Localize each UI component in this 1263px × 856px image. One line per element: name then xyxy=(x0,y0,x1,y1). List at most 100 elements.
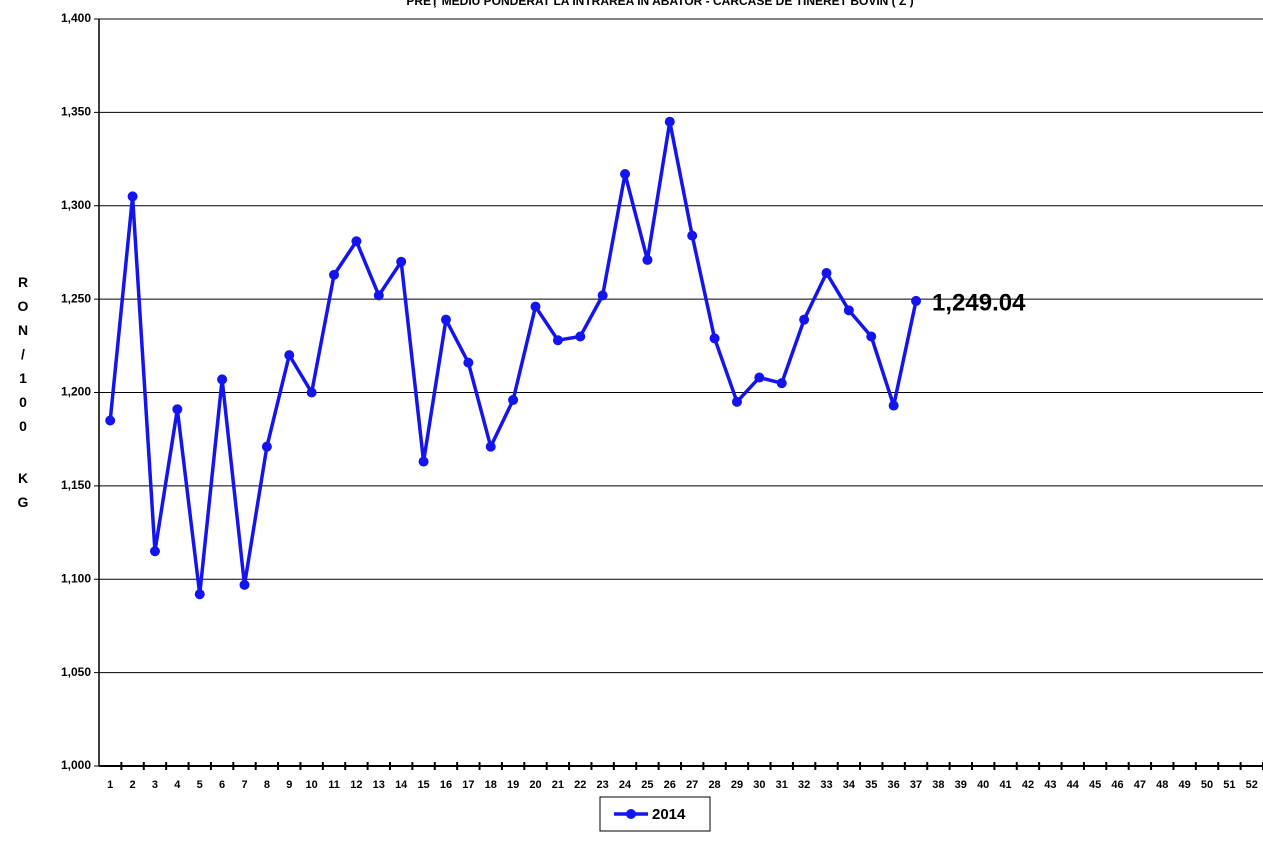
x-tick-label: 17 xyxy=(462,779,474,791)
y-tick-label: 1,050 xyxy=(61,665,91,679)
y-tick-label: 1,200 xyxy=(61,385,91,399)
data-point xyxy=(552,335,563,346)
x-tick-label: 27 xyxy=(686,779,698,791)
data-point xyxy=(105,415,116,426)
data-point xyxy=(373,290,384,301)
x-tick-label: 29 xyxy=(731,779,743,791)
x-tick-label: 9 xyxy=(286,779,292,791)
x-tick-label: 3 xyxy=(152,779,158,791)
x-tick-label: 4 xyxy=(174,779,181,791)
x-tick-label: 15 xyxy=(417,779,429,791)
x-tick-label: 36 xyxy=(888,779,900,791)
data-point xyxy=(149,546,160,557)
x-tick-label: 50 xyxy=(1201,779,1213,791)
x-tick-label: 22 xyxy=(574,779,586,791)
x-tick-label: 42 xyxy=(1022,779,1034,791)
data-point xyxy=(396,256,407,267)
x-tick-label: 25 xyxy=(641,779,653,791)
chart-title: PREŢ MEDIU PONDERAT LA INTRAREA IN ABATO… xyxy=(406,0,913,8)
data-point xyxy=(843,305,854,316)
x-tick-label: 38 xyxy=(932,779,944,791)
data-point xyxy=(731,396,742,407)
x-tick-label: 12 xyxy=(350,779,362,791)
x-tick-label: 35 xyxy=(865,779,877,791)
y-tick-label: 1,350 xyxy=(61,105,91,119)
x-tick-label: 1 xyxy=(107,779,113,791)
x-tick-label: 31 xyxy=(776,779,788,791)
x-tick-label: 18 xyxy=(485,779,497,791)
y-tick-label: 1,150 xyxy=(61,478,91,492)
legend-label: 2014 xyxy=(652,806,686,823)
x-tick-label: 7 xyxy=(241,779,247,791)
y-tick-label: 1,250 xyxy=(61,291,91,305)
data-point xyxy=(821,267,832,278)
data-point xyxy=(418,456,429,467)
x-tick-label: 23 xyxy=(597,779,609,791)
x-tick-label: 5 xyxy=(197,779,203,791)
legend-marker xyxy=(626,809,636,819)
x-tick-label: 40 xyxy=(977,779,989,791)
data-point xyxy=(194,589,205,600)
x-tick-label: 46 xyxy=(1111,779,1123,791)
x-tick-label: 10 xyxy=(306,779,318,791)
x-tick-label: 26 xyxy=(664,779,676,791)
data-point xyxy=(866,331,877,342)
x-tick-label: 37 xyxy=(910,779,922,791)
x-tick-label: 44 xyxy=(1067,779,1080,791)
x-tick-label: 45 xyxy=(1089,779,1101,791)
x-tick-label: 28 xyxy=(708,779,720,791)
x-tick-label: 33 xyxy=(820,779,832,791)
data-point xyxy=(530,301,541,312)
data-point xyxy=(127,191,138,202)
data-point xyxy=(799,314,810,325)
data-label: 1,249.04 xyxy=(932,289,1026,316)
x-tick-label: 43 xyxy=(1044,779,1056,791)
data-point xyxy=(642,254,653,265)
x-tick-label: 51 xyxy=(1223,779,1235,791)
y-tick-label: 1,400 xyxy=(61,11,91,25)
data-point xyxy=(463,357,474,368)
series-line xyxy=(108,119,918,596)
x-tick-label: 30 xyxy=(753,779,765,791)
x-tick-label: 6 xyxy=(219,779,225,791)
x-tick-label: 39 xyxy=(955,779,967,791)
data-point xyxy=(754,372,765,383)
x-tick-label: 24 xyxy=(619,779,632,791)
x-tick-label: 49 xyxy=(1179,779,1191,791)
x-tick-label: 32 xyxy=(798,779,810,791)
x-tick-label: 13 xyxy=(373,779,385,791)
y-axis-label: R O N/1 0 0 K G xyxy=(18,274,29,510)
y-tick-label: 1,300 xyxy=(61,198,91,212)
data-point xyxy=(508,394,519,405)
data-point xyxy=(172,404,183,415)
data-point xyxy=(284,350,295,361)
x-tick-label: 19 xyxy=(507,779,519,791)
x-tick-label: 20 xyxy=(529,779,541,791)
data-point xyxy=(888,400,899,411)
data-point xyxy=(217,374,228,385)
data-point xyxy=(351,236,362,247)
data-point xyxy=(261,441,272,452)
data-point xyxy=(440,314,451,325)
x-tick-label: 48 xyxy=(1156,779,1168,791)
x-tick-label: 2 xyxy=(130,779,136,791)
data-point xyxy=(239,579,250,590)
y-tick-label: 1,100 xyxy=(61,571,91,585)
x-tick-label: 52 xyxy=(1246,779,1258,791)
data-point xyxy=(709,333,720,344)
x-tick-label: 41 xyxy=(999,779,1011,791)
data-point xyxy=(687,230,698,241)
data-point xyxy=(911,295,922,306)
data-point xyxy=(776,378,787,389)
x-tick-label: 16 xyxy=(440,779,452,791)
data-point xyxy=(329,269,340,280)
data-point xyxy=(306,387,317,398)
data-point xyxy=(485,441,496,452)
y-tick-label: 1,000 xyxy=(61,758,91,772)
x-tick-label: 14 xyxy=(395,779,408,791)
data-point xyxy=(620,169,631,180)
x-tick-label: 8 xyxy=(264,779,270,791)
data-point xyxy=(575,331,586,342)
x-tick-label: 34 xyxy=(843,779,856,791)
